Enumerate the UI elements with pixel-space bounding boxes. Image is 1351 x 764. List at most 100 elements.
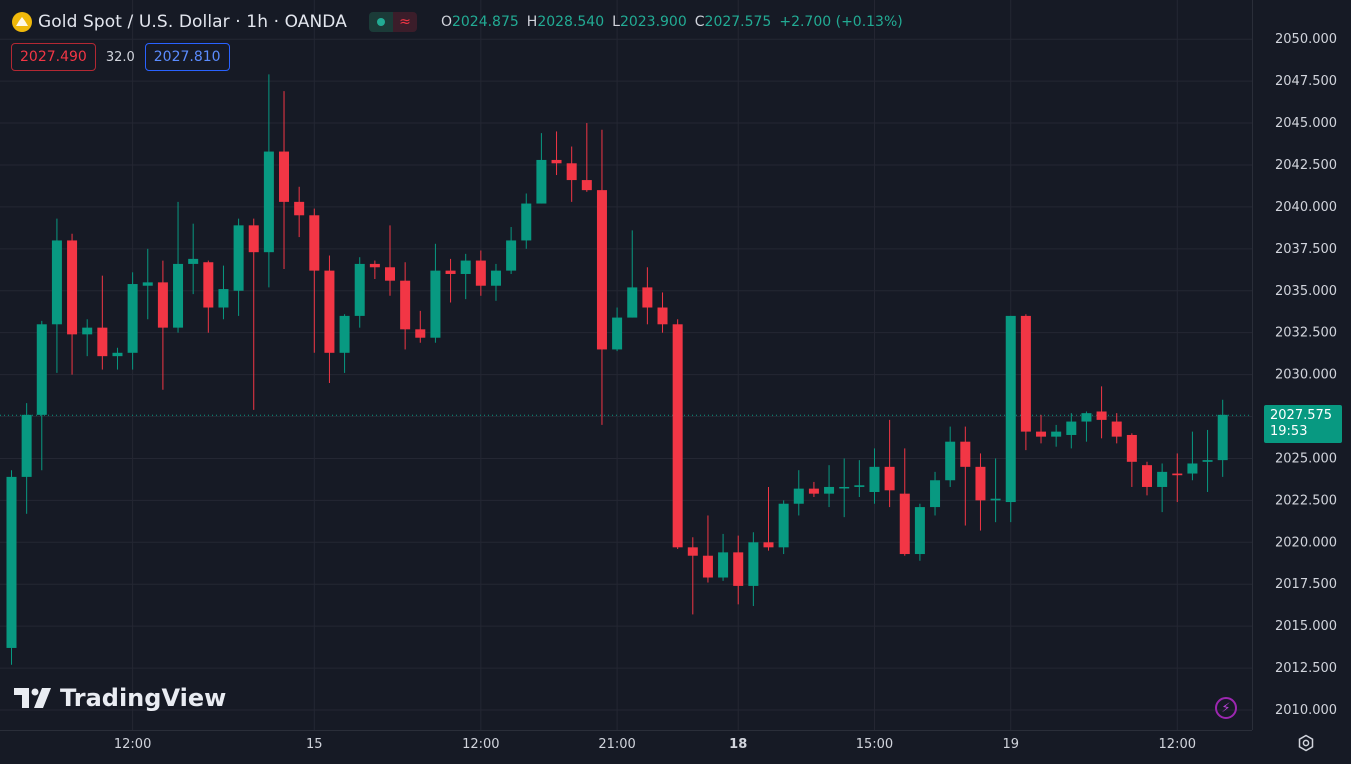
candle[interactable] (294, 186, 305, 238)
candle[interactable] (21, 403, 32, 514)
candle[interactable] (369, 260, 380, 280)
candle[interactable] (1111, 413, 1122, 444)
candle[interactable] (718, 533, 729, 581)
lightning-icon[interactable]: ⚡ (1215, 697, 1237, 719)
candle[interactable] (279, 91, 290, 269)
market-status[interactable]: ≈ (368, 12, 417, 32)
candle-body (1096, 411, 1107, 420)
candle[interactable] (1202, 429, 1213, 492)
candle[interactable] (930, 471, 941, 516)
candle[interactable] (536, 133, 547, 204)
candle[interactable] (960, 426, 971, 526)
candle[interactable] (1142, 461, 1152, 496)
candle[interactable] (627, 230, 638, 318)
candle[interactable] (1187, 431, 1198, 481)
candle[interactable] (173, 201, 184, 333)
candle[interactable] (854, 460, 865, 498)
candle[interactable] (324, 255, 335, 383)
candle[interactable] (400, 262, 411, 350)
candle[interactable] (778, 500, 789, 555)
candle[interactable] (430, 243, 441, 343)
candle[interactable] (445, 258, 456, 303)
gold-coin-icon[interactable] (12, 12, 32, 32)
tradingview-logo[interactable]: TradingView (14, 684, 226, 712)
candle[interactable] (1096, 386, 1107, 439)
candle[interactable] (733, 535, 744, 605)
candle[interactable] (6, 470, 17, 665)
candle[interactable] (1081, 411, 1092, 442)
candle[interactable] (672, 319, 683, 550)
candle[interactable] (914, 503, 925, 561)
candle[interactable] (415, 310, 426, 343)
gear-icon[interactable] (1296, 733, 1316, 753)
candle[interactable] (793, 470, 804, 516)
symbol-title[interactable]: Gold Spot / U.S. Dollar · 1h · OANDA (38, 12, 347, 32)
candle[interactable] (642, 267, 653, 325)
candle[interactable] (869, 448, 880, 504)
candle[interactable] (702, 515, 713, 583)
buy-price-button[interactable]: 2027.810 (144, 43, 230, 71)
candle[interactable] (188, 223, 199, 295)
candle[interactable] (839, 458, 850, 518)
candle[interactable] (1036, 414, 1047, 444)
candle[interactable] (657, 292, 668, 333)
candle[interactable] (490, 263, 501, 301)
candle[interactable] (748, 532, 759, 607)
candle[interactable] (1005, 315, 1016, 523)
candle-body (1172, 473, 1183, 476)
candle[interactable] (127, 272, 138, 370)
candle[interactable] (687, 537, 698, 615)
candle[interactable] (218, 265, 229, 320)
candle[interactable] (596, 129, 607, 425)
candle-body (248, 225, 259, 253)
candle[interactable] (824, 465, 835, 508)
candle[interactable] (1126, 433, 1137, 487)
candle[interactable] (309, 208, 320, 353)
candle[interactable] (884, 419, 895, 508)
candle[interactable] (203, 260, 214, 333)
candle[interactable] (1157, 463, 1168, 513)
candle-body (294, 201, 305, 216)
candle[interactable] (36, 320, 47, 471)
candle[interactable] (808, 481, 819, 498)
candle[interactable] (385, 225, 395, 296)
candle[interactable] (1172, 453, 1183, 503)
candle[interactable] (990, 458, 1001, 523)
candle[interactable] (899, 448, 910, 556)
y-tick-label: 2050.000 (1275, 32, 1337, 47)
candle[interactable] (233, 218, 244, 316)
candle[interactable] (82, 319, 93, 357)
candle[interactable] (112, 347, 123, 370)
candle[interactable] (460, 253, 471, 300)
candle[interactable] (1217, 399, 1228, 477)
candle[interactable] (263, 74, 274, 288)
candle[interactable] (612, 307, 623, 352)
candle[interactable] (581, 123, 592, 192)
candle-body (1111, 421, 1122, 437)
candle[interactable] (1066, 413, 1077, 449)
low-label: L (612, 14, 620, 30)
candle[interactable] (142, 248, 153, 320)
candle[interactable] (763, 486, 774, 551)
candle[interactable] (51, 218, 62, 373)
candle[interactable] (354, 257, 365, 328)
candle[interactable] (67, 233, 78, 375)
candle[interactable] (339, 314, 350, 373)
candle[interactable] (521, 193, 532, 249)
candle[interactable] (97, 275, 108, 370)
candle[interactable] (566, 146, 577, 202)
candle[interactable] (506, 227, 517, 274)
candle[interactable] (975, 453, 986, 531)
candle[interactable] (945, 426, 956, 487)
sell-price-button[interactable]: 2027.490 (11, 43, 96, 71)
candle[interactable] (551, 131, 562, 176)
y-tick-label: 2042.500 (1275, 158, 1337, 173)
candle[interactable] (157, 260, 168, 390)
candle[interactable] (475, 250, 486, 296)
candle[interactable] (1020, 314, 1031, 451)
candle[interactable] (248, 218, 259, 410)
candle-body (97, 327, 108, 357)
candle[interactable] (1051, 424, 1062, 447)
candle-body (521, 203, 532, 241)
